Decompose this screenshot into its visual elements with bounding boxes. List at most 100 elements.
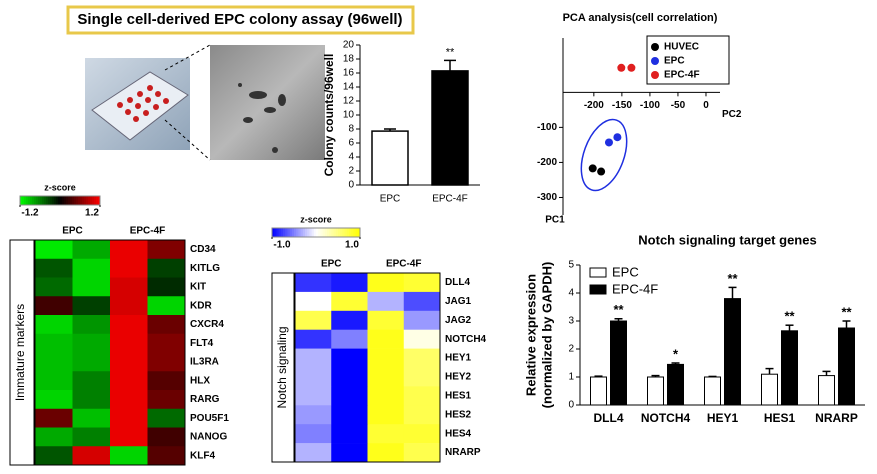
column-group-label: EPC xyxy=(62,226,83,237)
heatmap-cell xyxy=(367,310,405,330)
heatmap-cell xyxy=(147,277,186,297)
colorbar-segment xyxy=(285,228,288,237)
colorbar-segment xyxy=(82,196,85,205)
cluster-ellipse xyxy=(580,118,628,192)
row-label: HES4 xyxy=(445,428,472,439)
y-tick-label: 20 xyxy=(343,40,355,51)
heatmap-cell xyxy=(367,386,405,406)
colorbar-segment xyxy=(80,196,83,205)
significance: ** xyxy=(613,302,624,317)
colorbar-segment xyxy=(56,196,59,205)
heatmap-cell xyxy=(147,333,186,353)
colorbar-segment xyxy=(331,228,334,237)
colorbar-segment xyxy=(344,228,348,237)
heatmap-cell xyxy=(403,291,441,312)
row-group-label: Notch signaling xyxy=(275,326,289,408)
heatmap-cell xyxy=(403,273,441,293)
row-label: HEY2 xyxy=(445,372,472,383)
colorbar-segment xyxy=(32,196,35,205)
colorbar-segment xyxy=(62,196,65,205)
heatmap-cell xyxy=(110,333,148,353)
heatmap-cell xyxy=(147,427,186,447)
y-tick-label: 6 xyxy=(348,138,354,149)
x-tick-label: EPC-4F xyxy=(432,194,468,205)
chart-title: Notch signaling target genes xyxy=(638,232,816,247)
heatmap-cell xyxy=(367,348,405,368)
row-label: KDR xyxy=(190,300,212,311)
x-tick-label: HEY1 xyxy=(707,411,739,425)
colorbar-segment xyxy=(96,196,99,205)
legend-marker xyxy=(651,43,659,51)
heatmap-cell xyxy=(35,333,73,353)
colorbar-segment xyxy=(40,196,43,205)
heatmap-cell xyxy=(110,277,148,297)
heatmap-cell xyxy=(110,408,148,428)
point xyxy=(627,63,636,72)
heatmap-cell xyxy=(367,424,405,444)
x-tick-label: -200 xyxy=(584,100,604,111)
colorbar-segment xyxy=(335,228,339,237)
significance: ** xyxy=(841,304,852,319)
colorbar-segment xyxy=(276,228,279,237)
colorbar-segment xyxy=(316,228,319,237)
colorbar-segment xyxy=(76,196,79,205)
colorbar-segment xyxy=(287,228,290,237)
colorbar-segment xyxy=(54,196,57,205)
heatmap-cell xyxy=(331,310,368,330)
colorbar-border xyxy=(271,227,361,238)
point xyxy=(588,164,597,173)
row-label: JAG1 xyxy=(445,296,472,307)
colorbar-segment xyxy=(327,228,330,237)
row-group-label: Immature markers xyxy=(13,304,27,401)
heatmap-cell xyxy=(147,240,186,260)
point xyxy=(613,133,622,142)
heatmap-cell xyxy=(147,315,186,335)
x-tick-label: -150 xyxy=(612,100,632,111)
colorbar-segment xyxy=(302,228,306,237)
bar xyxy=(781,330,798,406)
colorbar-segment xyxy=(42,196,45,205)
heatmap-cell xyxy=(367,367,405,387)
row-label: KLF4 xyxy=(190,450,215,461)
heatmap-cell xyxy=(35,315,73,335)
bar xyxy=(431,70,469,186)
colorbar-segment xyxy=(307,228,310,237)
heatmap-cell xyxy=(147,296,186,316)
colorbar-segment xyxy=(60,196,63,205)
row-label: IL3RA xyxy=(190,357,219,368)
y-tick-label: 16 xyxy=(343,68,355,79)
heatmap-cell xyxy=(72,390,111,410)
colorbar-segment xyxy=(28,196,31,205)
bar xyxy=(610,320,627,406)
heatmap-border xyxy=(294,272,441,463)
heatmap-cell xyxy=(147,390,186,410)
heatmap-cell xyxy=(72,315,111,335)
heatmap-cell xyxy=(403,443,441,463)
zoom-line xyxy=(164,119,211,161)
colorbar-segment xyxy=(70,196,73,205)
y-tick-label: 0 xyxy=(568,400,574,411)
heatmap-cell xyxy=(35,277,73,297)
plate-photo xyxy=(85,58,190,150)
heatmap-cell xyxy=(35,427,73,447)
colorbar-segment xyxy=(58,196,61,205)
colorbar-segment xyxy=(322,228,326,237)
heatmap-cell xyxy=(367,443,405,463)
significance: ** xyxy=(727,271,738,286)
heatmap-cell xyxy=(147,352,186,372)
bar xyxy=(724,298,741,406)
heatmap-cell xyxy=(295,329,332,349)
y-tick-label: -200 xyxy=(537,157,557,168)
colorbar-segment xyxy=(48,196,51,205)
heatmap-cell xyxy=(72,296,111,316)
heatmap-cell xyxy=(403,405,441,425)
row-label: JAG2 xyxy=(445,315,472,326)
colorbar-segment xyxy=(353,228,356,237)
colorbar-segment xyxy=(26,196,29,205)
heatmap-cell xyxy=(367,329,405,349)
colorbar-segment xyxy=(74,196,77,205)
heatmap-cell xyxy=(35,258,73,278)
y-tick-label: 10 xyxy=(343,110,355,121)
colorbar-segment xyxy=(355,228,359,237)
colorbar-segment xyxy=(342,228,345,237)
